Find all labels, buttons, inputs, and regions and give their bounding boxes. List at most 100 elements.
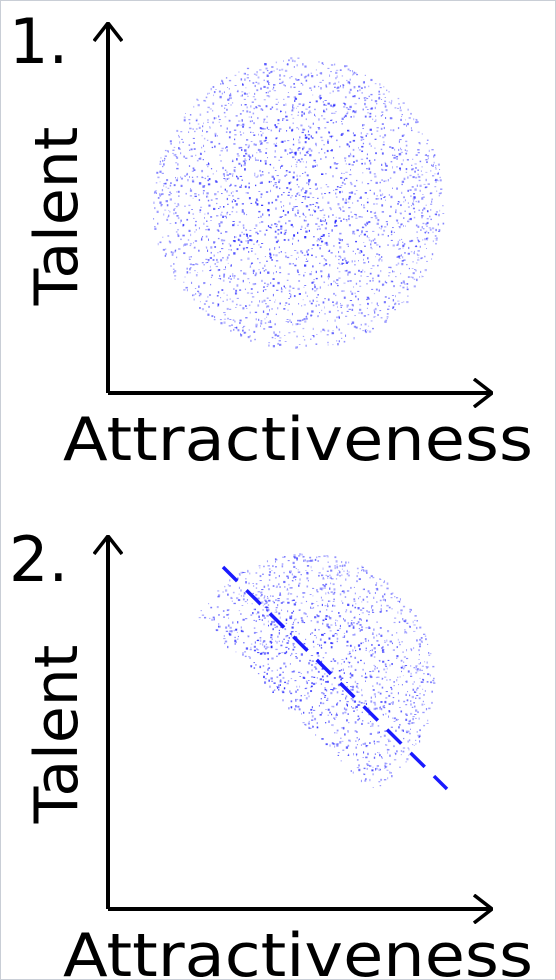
panel-2-point	[403, 656, 406, 658]
panel-1-point	[250, 288, 253, 290]
panel-2-point	[419, 685, 421, 687]
panel-2-point	[222, 610, 225, 612]
panel-1-point	[208, 238, 209, 241]
panel-1-point	[426, 239, 428, 241]
panel-1-point	[154, 226, 156, 228]
panel-2-point	[362, 598, 365, 601]
panel-1-point	[262, 132, 264, 134]
panel-1-point	[384, 280, 387, 283]
panel-2-point	[395, 719, 398, 721]
panel-1-point	[160, 157, 162, 159]
panel-1-point	[327, 143, 329, 144]
panel-1-point	[296, 127, 299, 129]
panel-1-point	[216, 202, 218, 205]
panel-1-point	[322, 301, 325, 304]
panel-1-point	[366, 210, 369, 212]
panel-1-point	[426, 260, 428, 263]
panel-1-point	[433, 161, 435, 164]
panel-1-point	[312, 265, 314, 268]
panel-1-point	[306, 258, 307, 260]
panel-2-point	[333, 588, 336, 591]
panel-2-point	[294, 618, 297, 620]
panel-1-point	[266, 80, 269, 82]
panel-1-point	[166, 150, 169, 153]
panel-1-point	[258, 133, 259, 136]
panel-1-point	[218, 121, 220, 123]
panel-2-point	[365, 627, 368, 629]
panel-2-point	[227, 624, 230, 627]
panel-1-point	[209, 108, 212, 110]
panel-1-point	[275, 144, 277, 146]
panel-1-point	[343, 251, 346, 253]
panel-1-point	[229, 131, 231, 134]
panel-2-point	[341, 600, 343, 602]
panel-1-point	[259, 127, 262, 130]
panel-2-point	[230, 596, 233, 600]
panel-1-point	[345, 315, 348, 317]
panel-2-point	[350, 665, 353, 668]
panel-2-point	[405, 713, 408, 716]
panel-2-point	[317, 560, 320, 562]
panel-1-point	[417, 173, 419, 176]
panel-1-point	[267, 129, 270, 130]
panel-2-point	[287, 601, 290, 604]
panel-1-point	[198, 194, 200, 196]
panel-1-point	[284, 341, 287, 342]
panel-2-point	[331, 670, 334, 673]
panel-2-point	[355, 753, 358, 756]
panel-2-point	[392, 703, 394, 705]
panel-1-point	[228, 325, 231, 327]
panel-2-point	[331, 713, 333, 716]
panel-1-point	[198, 199, 201, 202]
panel-1-point	[301, 319, 304, 322]
panel-2-point	[269, 685, 271, 688]
panel-1-point	[375, 115, 377, 117]
panel-2-point	[353, 700, 357, 703]
panel-2-point	[387, 630, 390, 633]
panel-1-point	[319, 97, 321, 101]
panel-1-point	[202, 270, 204, 272]
panel-1-point	[164, 254, 167, 257]
panel-1-point	[163, 213, 165, 216]
panel-1-point	[308, 209, 310, 211]
panel-1-point	[224, 107, 226, 110]
panel-2-point	[308, 726, 310, 730]
panel-1-point	[248, 186, 250, 189]
panel-1-point	[277, 101, 279, 104]
panel-2-point	[283, 571, 285, 574]
panel-1-point	[225, 216, 227, 219]
panel-1-point	[404, 210, 406, 212]
panel-2-point	[388, 710, 390, 713]
panel-1-point	[226, 146, 228, 149]
panel-2-point	[379, 754, 381, 757]
panel-2-point	[263, 603, 266, 606]
panel-1-point	[284, 252, 287, 254]
panel-2-point	[411, 706, 414, 708]
panel-1-point	[167, 187, 170, 189]
panel-1-y-axis-label: Talent	[22, 127, 92, 307]
panel-1-point	[353, 337, 355, 340]
panel-2-point	[385, 763, 388, 764]
panel-2-point	[389, 740, 392, 742]
panel-2-point	[369, 592, 371, 595]
panel-2-point	[363, 662, 365, 665]
panel-2-point	[347, 661, 349, 663]
panel-2-point	[259, 637, 262, 639]
panel-2-point	[297, 705, 300, 708]
panel-2-point	[384, 580, 386, 583]
panel-2-point	[376, 765, 380, 767]
panel-1-point	[365, 329, 367, 331]
panel-2-point	[341, 693, 344, 695]
panel-1-point	[221, 104, 223, 107]
panel-2-point	[365, 756, 368, 759]
panel-1-point	[384, 105, 387, 108]
panel-1-point	[179, 222, 181, 224]
panel-1-point	[209, 257, 213, 259]
panel-1-point	[287, 140, 290, 142]
panel-2-point	[278, 640, 280, 642]
panel-1-point	[349, 300, 353, 302]
panel-2-point	[299, 553, 302, 556]
panel-1-point	[355, 217, 358, 219]
panel-2-point	[314, 717, 317, 721]
panel-1-point	[299, 136, 301, 139]
